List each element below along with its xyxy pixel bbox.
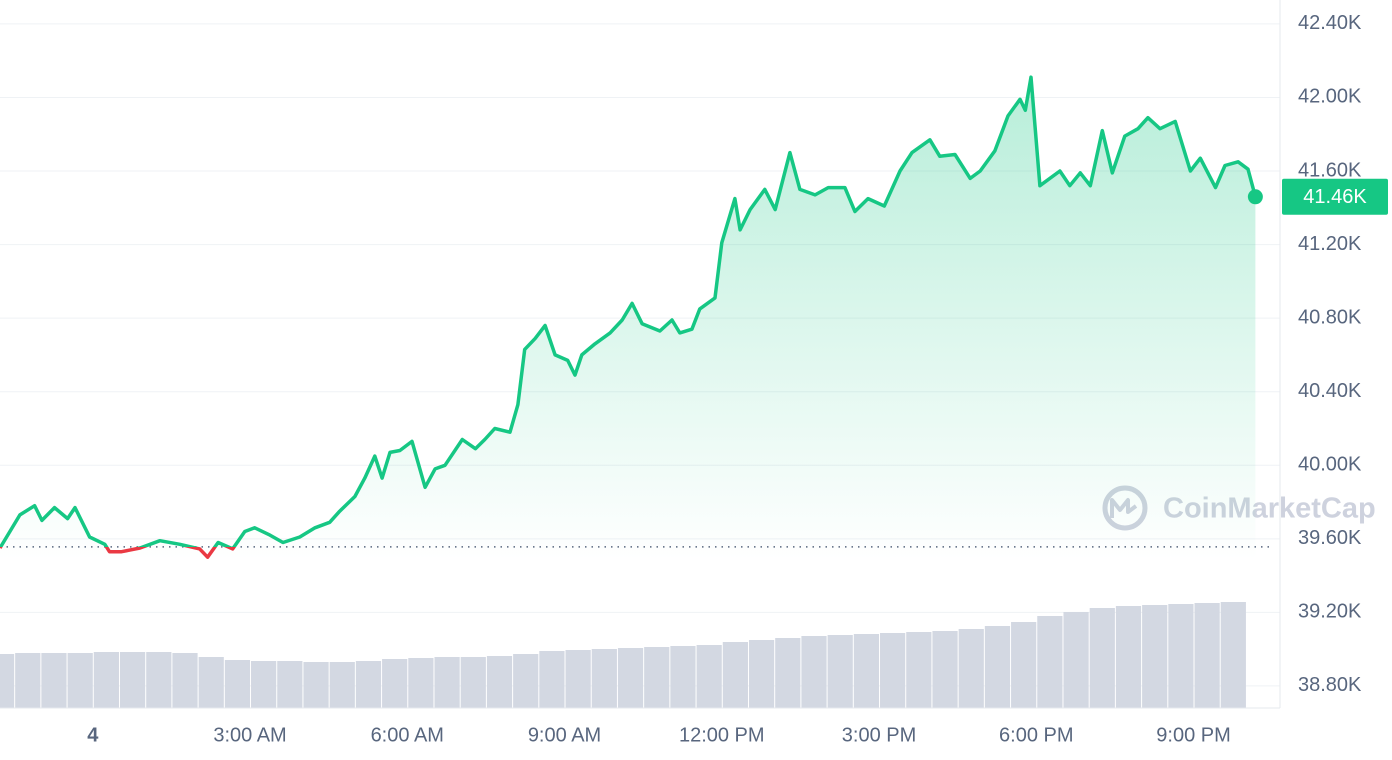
last-point — [1247, 189, 1263, 205]
x-tick-label: 6:00 AM — [371, 724, 444, 746]
y-tick-label: 40.80K — [1298, 306, 1362, 328]
y-tick-label: 42.00K — [1298, 86, 1362, 108]
y-tick-label: 41.20K — [1298, 233, 1362, 255]
x-tick-label: 9:00 PM — [1156, 724, 1230, 746]
price-line — [0, 75, 1258, 559]
y-tick-label: 42.40K — [1298, 12, 1362, 34]
x-tick-label: 6:00 PM — [999, 724, 1073, 746]
area-fill — [0, 77, 1256, 708]
x-tick-label: 12:00 PM — [679, 724, 765, 746]
y-tick-label: 40.40K — [1298, 380, 1362, 402]
y-tick-label: 38.80K — [1298, 674, 1362, 696]
y-tick-label: 40.00K — [1298, 454, 1362, 476]
x-tick-label: 4 — [87, 724, 99, 746]
x-tick-label: 3:00 AM — [213, 724, 286, 746]
y-tick-label: 41.60K — [1298, 159, 1362, 181]
current-price-label: 41.46K — [1303, 186, 1367, 208]
x-tick-label: 9:00 AM — [528, 724, 601, 746]
plot — [0, 75, 1272, 708]
x-tick-label: 3:00 PM — [842, 724, 916, 746]
y-tick-label: 39.20K — [1298, 601, 1362, 623]
y-tick-label: 39.60K — [1298, 527, 1362, 549]
current-price-badge — [1282, 178, 1388, 215]
